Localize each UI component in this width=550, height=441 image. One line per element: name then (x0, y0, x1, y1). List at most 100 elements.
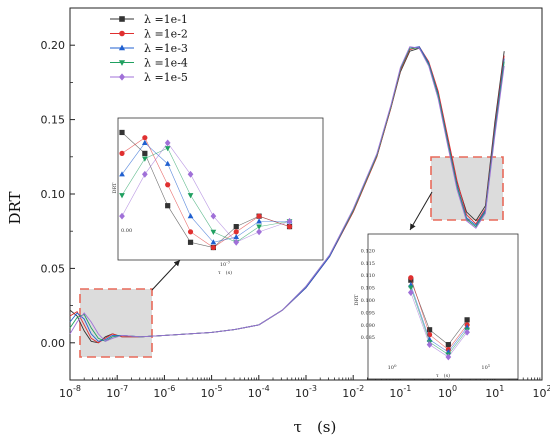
inset-right-line-4 (410, 287, 468, 355)
inset-right-line-3 (410, 285, 468, 353)
inset-left: DRT 0.00 10-7 τ (s) (112, 117, 324, 276)
inset-left-marker (165, 203, 171, 209)
inset-left-marker (187, 193, 194, 199)
inset-left-marker (256, 228, 262, 236)
series-line-5 (69, 46, 505, 342)
x-tick-label: 100 (438, 384, 457, 400)
legend-label: λ =1e-2 (144, 28, 188, 41)
inset-right-marker (407, 285, 414, 291)
inset-left-marker (119, 129, 125, 136)
x-tick-label: 10-3 (295, 384, 317, 400)
y-tick-label: 0.10 (41, 188, 66, 201)
x-tick-label: 10-2 (342, 384, 364, 400)
inset-left-marker (141, 170, 148, 178)
inset-left-marker (187, 170, 194, 178)
y-tick-label: 0.15 (41, 114, 66, 127)
x-axis-label: τ (s) (294, 418, 337, 436)
inset-left-marker (119, 193, 125, 199)
legend: λ =1e-1 λ =1e-2λ =1e-3 λ =1e-4λ =1e-5 (110, 13, 188, 84)
inset-left-marker (256, 224, 262, 230)
y-tick-label: 0.05 (41, 262, 66, 275)
inset-left-marker (119, 212, 125, 220)
legend-label: λ =1e-4 (144, 57, 188, 70)
inset-left-marker (187, 229, 194, 235)
inset-left-xlabel: τ (s) (218, 269, 232, 276)
highlight-box-right (430, 156, 504, 221)
inset-left-marker (210, 212, 217, 220)
inset-left-marker (233, 224, 239, 230)
inset-right-ytick: 0.115 (361, 261, 375, 267)
inset-left-marker (187, 213, 194, 219)
inset-right-line-1 (410, 280, 468, 346)
legend-marker (119, 30, 125, 37)
legend-marker (118, 60, 126, 66)
inset-left-marker (233, 233, 240, 240)
inset-left-marker (142, 135, 148, 141)
inset-right-marker (464, 328, 470, 336)
inset-right-ytick: 0.090 (361, 323, 375, 329)
legend-label: λ =1e-1 (144, 13, 188, 26)
inset-left-line-2 (121, 137, 290, 248)
inset-left-marker (187, 239, 194, 245)
inset-left-marker (256, 213, 262, 219)
inset-left-line-3 (121, 142, 290, 243)
legend-marker (118, 44, 126, 51)
inset-right-line-2 (410, 277, 468, 351)
inset-left-marker (233, 238, 240, 246)
inset-left-marker (142, 150, 148, 156)
inset-left-marker (164, 146, 171, 152)
y-axis-label: DRT (6, 191, 24, 224)
inset-left-marker (286, 218, 293, 225)
x-tick-label: 10-6 (153, 384, 175, 400)
inset-left-marker (141, 156, 148, 162)
inset-left-marker (164, 139, 171, 147)
inset-right-marker (408, 275, 414, 281)
y-tick-label: 0.00 (41, 337, 66, 350)
inset-right-ylabel: DRT (354, 294, 360, 306)
inset-left-ytick: 0.00 (121, 228, 132, 234)
x-tick-label: 10-4 (248, 384, 270, 400)
inset-right-ytick: 0.110 (361, 273, 375, 279)
inset-right-xtick: 100 (388, 363, 397, 371)
inset-left-marker (286, 224, 293, 230)
inset-left-line-1 (121, 132, 290, 248)
inset-left-marker (119, 150, 125, 156)
inset-left-marker (256, 218, 262, 224)
inset-right-marker (464, 317, 470, 323)
inset-left-xtick: 10-7 (220, 260, 231, 268)
x-tick-label: 10-5 (201, 384, 223, 400)
highlight-box-left (79, 288, 153, 358)
series-lines (69, 46, 505, 344)
inset-left-marker (233, 229, 239, 235)
inset-right-marker (407, 289, 414, 296)
inset-left-marker (165, 182, 171, 188)
x-tick-label: 10-1 (389, 384, 411, 400)
inset-left-marker (141, 139, 148, 146)
inset-left-marker (119, 171, 125, 177)
inset-right-ytick: 0.120 (361, 248, 375, 254)
x-tick-label: 10-7 (106, 384, 128, 400)
inset-right: DRT 0.120 0.115 0.110 0.105 0.100 0.095 0.090 0… (354, 233, 519, 380)
inset-right-marker (445, 342, 451, 348)
inset-right-ytick: 0.085 (361, 335, 375, 341)
inset-right-marker (445, 353, 452, 361)
inset-left-ylabel: DRT (112, 182, 118, 194)
inset-left-marker (164, 160, 171, 166)
inset-right-ytick: 0.100 (361, 298, 375, 304)
legend-label: λ =1e-5 (144, 71, 188, 84)
arrow-right-inset (409, 191, 433, 231)
x-tick-label: 101 (485, 384, 504, 400)
x-tick-label: 10-8 (59, 384, 81, 400)
y-tick-label: 0.20 (41, 39, 66, 52)
inset-left-marker (210, 239, 217, 245)
legend-marker (119, 16, 125, 22)
inset-left-line-5 (121, 142, 290, 243)
inset-right-ytick: 0.095 (361, 310, 375, 316)
inset-left-marker (210, 244, 216, 251)
arrow-left-inset (151, 259, 181, 291)
legend-marker (118, 73, 126, 81)
x-tick-label: 102 (532, 384, 550, 400)
inset-left-line-4 (121, 147, 290, 243)
axes: 10-8 10-7 10-6 10-5 10-4 10-3 10-2 10-1 100 101 10… (41, 39, 550, 400)
